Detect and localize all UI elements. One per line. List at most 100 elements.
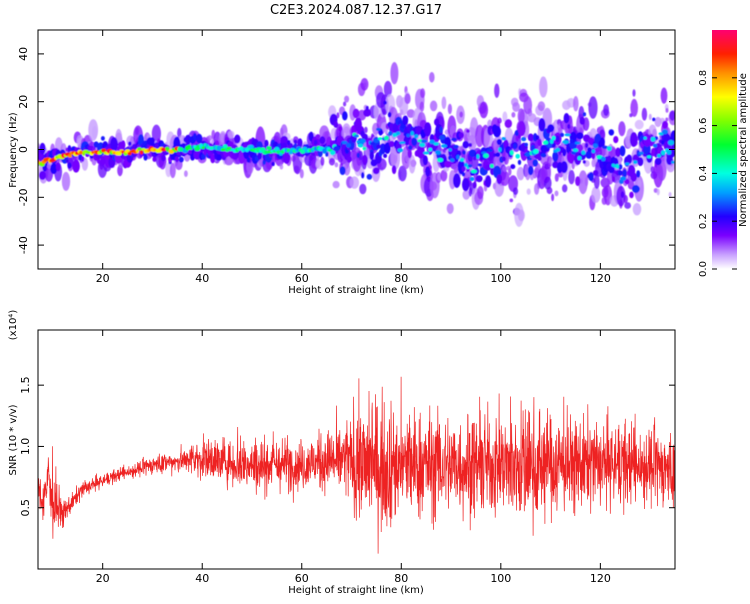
heatmap-core: [542, 140, 549, 145]
heatmap-body: [466, 129, 470, 133]
x-tick-label: 120: [590, 272, 611, 285]
heatmap-core: [467, 164, 473, 168]
heatmap-body: [67, 162, 72, 169]
heatmap-body: [458, 132, 464, 138]
heatmap-halo: [447, 103, 452, 115]
heatmap-halo: [665, 117, 669, 122]
heatmap-body: [72, 159, 80, 173]
heatmap-body: [504, 119, 512, 129]
heatmap-halo: [408, 155, 416, 174]
heatmap-halo: [320, 156, 325, 166]
heatmap-core: [638, 151, 644, 155]
heatmap-halo: [551, 193, 555, 202]
heatmap-body: [402, 115, 409, 125]
heatmap-halo: [517, 108, 525, 124]
heatmap-body: [608, 129, 615, 136]
heatmap-core: [449, 158, 455, 163]
x-tick-label: 40: [195, 572, 209, 585]
heatmap-core: [658, 132, 664, 136]
heatmap-body: [444, 160, 452, 168]
heatmap-body: [346, 156, 352, 163]
heatmap-core: [300, 149, 306, 154]
heatmap-halo: [462, 189, 471, 200]
heatmap-body: [453, 173, 461, 188]
heatmap-body: [383, 100, 387, 105]
heatmap-body: [352, 108, 360, 119]
colorbar-ticks: 0.0 0.2 0.4 0.6 0.8: [698, 70, 737, 277]
heatmap-halo: [588, 96, 598, 119]
heatmap-halo: [634, 119, 644, 130]
colorbar-gradient: [712, 30, 737, 269]
heatmap-body: [462, 140, 469, 149]
heatmap-body: [515, 135, 519, 142]
heatmap-body: [383, 153, 388, 158]
heatmap-core: [101, 148, 107, 153]
heatmap-body: [513, 143, 517, 150]
y-tick-label: 1.0: [19, 438, 32, 456]
heatmap-halo: [637, 179, 642, 188]
heatmap-body: [537, 138, 542, 146]
heatmap-core: [127, 151, 132, 156]
heatmap-body: [293, 139, 298, 144]
heatmap-core: [646, 155, 652, 159]
heatmap-core: [574, 141, 581, 145]
heatmap-body: [576, 144, 584, 152]
heatmap-body: [128, 141, 132, 146]
heatmap-body: [560, 132, 564, 137]
heatmap-halo: [398, 165, 407, 182]
colorbar-tick-label: 0.6: [698, 118, 709, 134]
heatmap-core: [165, 146, 170, 151]
heatmap-core: [410, 131, 415, 136]
heatmap-body: [592, 170, 599, 176]
heatmap-body: [654, 157, 662, 166]
heatmap-body: [496, 138, 502, 146]
heatmap-core: [571, 151, 576, 155]
heatmap-body: [552, 161, 559, 169]
heatmap-halo: [334, 162, 339, 168]
heatmap-core: [419, 142, 426, 147]
heatmap-body: [342, 111, 348, 121]
heatmap-body: [461, 166, 466, 172]
heatmap-core: [399, 141, 406, 145]
heatmap-body: [622, 170, 627, 175]
heatmap-halo: [554, 190, 559, 197]
heatmap-core: [67, 154, 72, 158]
heatmap-core: [624, 162, 630, 166]
heatmap-body: [192, 133, 197, 141]
heatmap-body: [283, 149, 291, 164]
heatmap-body: [562, 148, 567, 157]
heatmap-halo: [383, 80, 392, 98]
heatmap-core: [591, 149, 596, 154]
heatmap-core: [288, 150, 293, 155]
heatmap-core: [666, 149, 672, 155]
heatmap-body: [65, 159, 69, 163]
heatmap-core: [549, 139, 554, 145]
heatmap-core: [601, 156, 606, 162]
heatmap-halo: [623, 195, 628, 204]
heatmap-core: [662, 129, 668, 135]
heatmap-body: [361, 172, 365, 179]
heatmap-core: [495, 152, 501, 157]
heatmap-body: [100, 136, 105, 141]
heatmap-halo: [169, 162, 176, 179]
heatmap-core: [456, 154, 460, 160]
heatmap-body: [149, 137, 155, 147]
heatmap-halo: [669, 110, 675, 121]
heatmap-body: [629, 132, 638, 147]
heatmap-body: [538, 118, 546, 132]
heatmap-core: [329, 150, 336, 156]
heatmap-halo: [562, 184, 568, 193]
heatmap-halo: [494, 83, 500, 98]
heatmap-halo: [648, 113, 652, 121]
heatmap-body: [215, 140, 220, 147]
heatmap-body: [587, 137, 595, 145]
heatmap-halo: [618, 121, 626, 137]
heatmap-halo: [516, 166, 525, 181]
heatmap-halo: [404, 93, 411, 105]
heatmap-body: [606, 155, 612, 162]
heatmap-body: [632, 185, 640, 193]
heatmap-halo: [573, 96, 579, 112]
heatmap-core: [459, 157, 465, 162]
colorbar-label: Normalized spectral amplitude: [738, 73, 749, 227]
